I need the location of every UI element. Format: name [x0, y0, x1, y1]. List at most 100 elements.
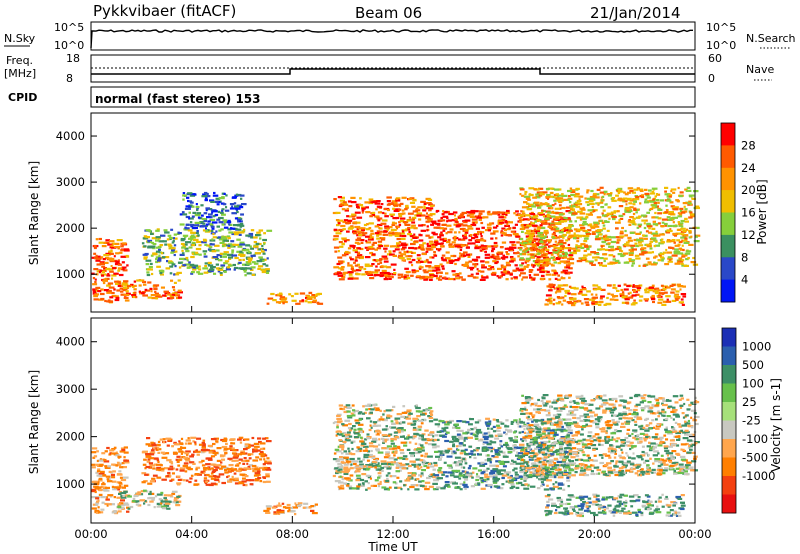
echo-cell: [107, 273, 110, 276]
echo-cell: [612, 284, 616, 287]
echo-cell: [341, 478, 345, 481]
echo-cell: [561, 303, 564, 306]
echo-cell: [450, 254, 456, 258]
echo-cell: [206, 216, 211, 219]
echo-cell: [651, 298, 656, 301]
echo-cell: [534, 261, 541, 264]
echo-cell: [428, 276, 432, 279]
echo-cell: [106, 478, 110, 481]
y-tick-label: 1000: [56, 267, 85, 281]
echo-cell: [108, 251, 112, 254]
echo-cell: [558, 300, 562, 304]
echo-cell: [262, 447, 266, 450]
echo-cell: [430, 438, 434, 441]
echo-cell: [619, 235, 625, 238]
echo-cell: [553, 287, 556, 290]
echo-cell: [672, 221, 675, 224]
echo-cell: [453, 278, 456, 281]
echo-cell: [679, 207, 684, 210]
echo-cell: [386, 445, 393, 448]
echo-cell: [502, 270, 509, 273]
echo-cell: [407, 197, 412, 201]
echo-cell: [220, 264, 226, 267]
echo-cell: [519, 253, 523, 256]
echo-cell: [433, 418, 438, 421]
echo-cell: [157, 443, 161, 446]
echo-cell: [373, 422, 377, 425]
echo-cell: [162, 256, 166, 259]
echo-cell: [384, 225, 390, 228]
echo-cell: [358, 460, 363, 463]
echo-cell: [432, 482, 438, 485]
echo-cell: [146, 460, 151, 463]
echo-cell: [380, 416, 383, 419]
echo-cell: [195, 449, 198, 452]
echo-cell: [585, 201, 590, 204]
echo-cell: [583, 237, 589, 240]
echo-cell: [430, 413, 434, 416]
echo-cell: [592, 284, 599, 287]
echo-cell: [656, 193, 661, 196]
echo-cell: [568, 267, 573, 270]
echo-cell: [370, 247, 375, 250]
echo-cell: [411, 474, 417, 477]
echo-cell: [553, 261, 557, 264]
echo-cell: [171, 445, 174, 448]
echo-cell: [457, 238, 462, 241]
echo-cell: [571, 212, 578, 215]
echo-cell: [618, 205, 624, 208]
echo-cell: [665, 209, 669, 212]
echo-cell: [356, 205, 360, 209]
echo-cell: [423, 205, 426, 208]
echo-cell: [612, 286, 616, 289]
echo-cell: [338, 481, 344, 484]
echo-cell: [468, 475, 473, 478]
colorbar-tick-label: 28: [741, 138, 756, 152]
echo-cell: [680, 262, 684, 265]
echo-cell: [422, 260, 426, 263]
echo-cell: [503, 256, 509, 259]
echo-cell: [480, 274, 484, 278]
nave-tick-low: 0: [708, 72, 715, 85]
echo-cell: [675, 232, 682, 235]
echo-cell: [341, 423, 345, 426]
echo-cell: [496, 275, 499, 278]
echo-cell: [528, 274, 532, 277]
echo-cell: [398, 256, 405, 259]
echo-cell: [539, 219, 542, 222]
echo-cell: [435, 268, 441, 271]
echo-cell: [615, 194, 619, 197]
echo-cell: [624, 298, 630, 301]
echo-cell: [262, 437, 267, 440]
echo-cell: [417, 258, 420, 261]
echo-cell: [225, 206, 228, 209]
echo-cell: [172, 240, 175, 243]
echo-cell: [261, 244, 264, 248]
echo-cell: [95, 503, 99, 506]
echo-cell: [236, 463, 240, 466]
echo-cell: [522, 218, 529, 221]
echo-cell: [408, 230, 411, 233]
echo-cell: [436, 277, 441, 280]
echo-cell: [509, 241, 516, 244]
echo-cell: [415, 207, 419, 210]
echo-cell: [591, 263, 596, 266]
echo-cell: [576, 199, 582, 203]
echo-cell: [393, 272, 397, 275]
echo-cell: [95, 496, 100, 499]
echo-cell: [582, 257, 585, 260]
echo-cell: [566, 284, 569, 287]
echo-cell: [551, 273, 557, 276]
echo-cell: [546, 484, 549, 487]
echo-cell: [597, 229, 602, 232]
echo-cell: [373, 271, 379, 274]
echo-cell: [267, 297, 274, 300]
echo-cell: [178, 440, 181, 443]
echo-cell: [470, 273, 474, 276]
echo-cell: [557, 249, 562, 252]
echo-cell: [374, 269, 378, 272]
echo-cell: [475, 227, 480, 230]
echo-cell: [266, 229, 273, 232]
echo-cell: [441, 258, 447, 261]
echo-cell: [244, 438, 250, 441]
